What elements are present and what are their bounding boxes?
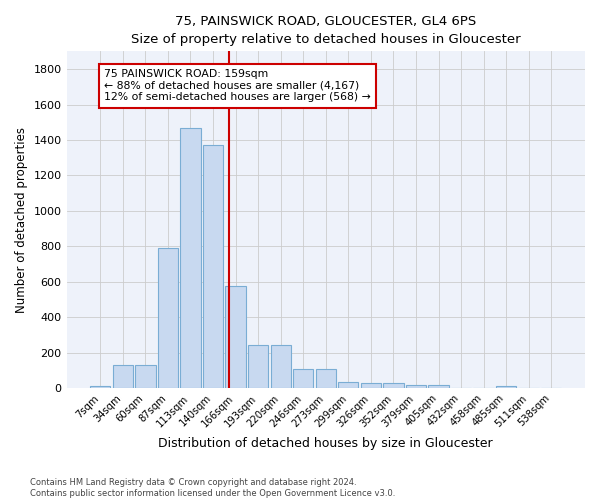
Bar [181,128,200,388]
Bar [158,248,178,388]
Title: 75, PAINSWICK ROAD, GLOUCESTER, GL4 6PS
Size of property relative to detached ho: 75, PAINSWICK ROAD, GLOUCESTER, GL4 6PS … [131,15,521,46]
Bar [113,365,133,388]
Bar [271,344,291,388]
Text: Contains HM Land Registry data © Crown copyright and database right 2024.
Contai: Contains HM Land Registry data © Crown c… [30,478,395,498]
Bar [428,384,449,388]
Bar [361,383,381,388]
Bar [90,386,110,388]
Bar [248,344,268,388]
Bar [226,286,246,388]
X-axis label: Distribution of detached houses by size in Gloucester: Distribution of detached houses by size … [158,437,493,450]
Bar [406,384,426,388]
Bar [203,146,223,388]
Y-axis label: Number of detached properties: Number of detached properties [15,127,28,313]
Bar [316,368,336,388]
Bar [496,386,517,388]
Bar [338,382,358,388]
Bar [383,383,404,388]
Text: 75 PAINSWICK ROAD: 159sqm
← 88% of detached houses are smaller (4,167)
12% of se: 75 PAINSWICK ROAD: 159sqm ← 88% of detac… [104,69,371,102]
Bar [293,368,313,388]
Bar [135,365,155,388]
